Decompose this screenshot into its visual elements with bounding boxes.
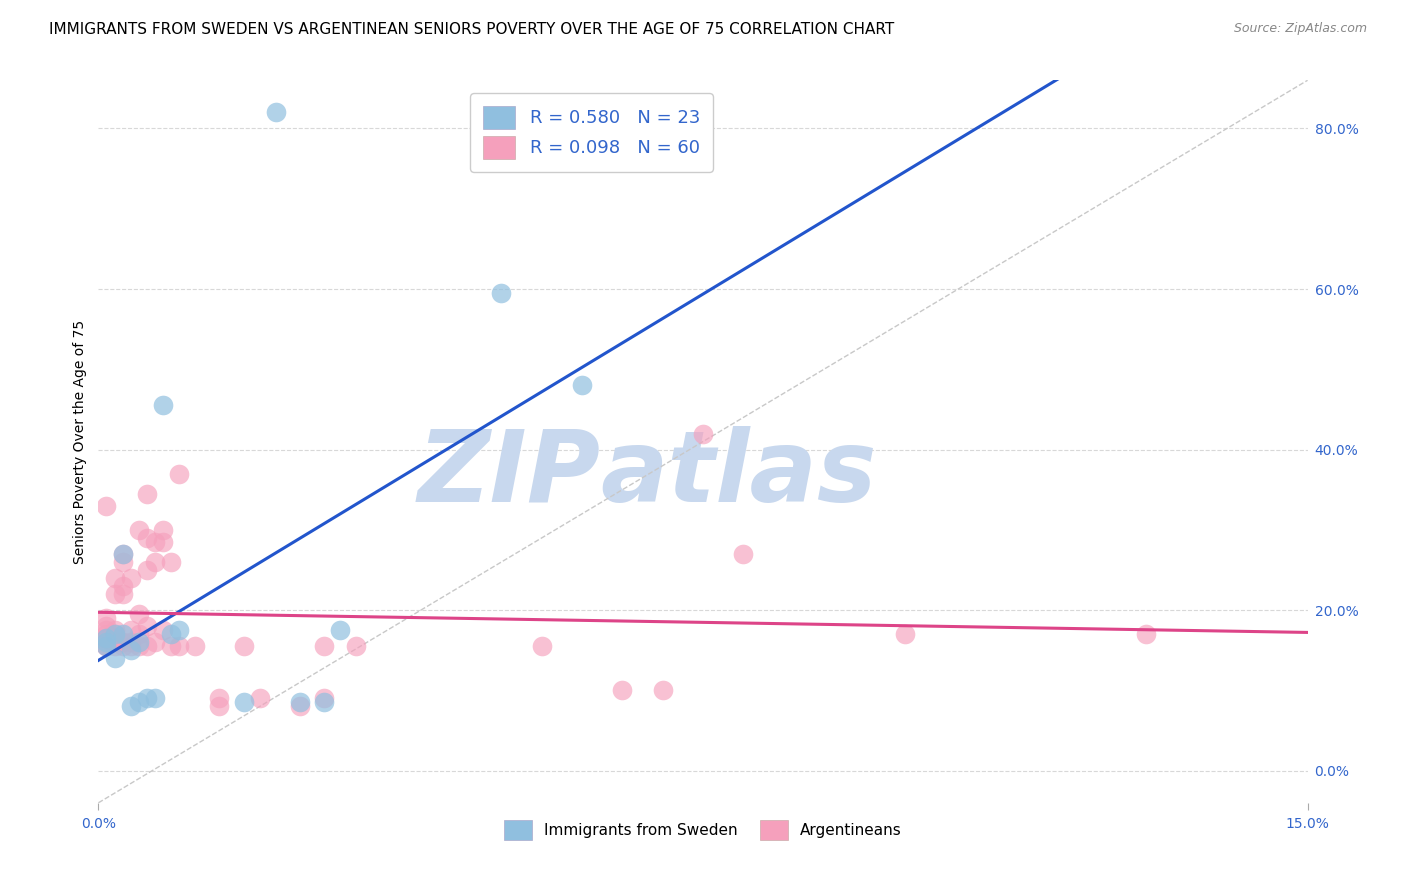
Point: [264, 105, 287, 120]
Point: [143, 555, 166, 569]
Point: [96, 499, 118, 513]
Point: [491, 285, 513, 300]
Point: [135, 619, 157, 633]
Point: [152, 623, 174, 637]
Point: [96, 635, 118, 649]
Y-axis label: Seniors Poverty Over the Age of 75: Seniors Poverty Over the Age of 75: [73, 319, 87, 564]
Point: [128, 696, 150, 710]
Text: IMMIGRANTS FROM SWEDEN VS ARGENTINEAN SENIORS POVERTY OVER THE AGE OF 75 CORRELA: IMMIGRANTS FROM SWEDEN VS ARGENTINEAN SE…: [49, 22, 894, 37]
Point: [167, 467, 190, 481]
Point: [167, 623, 190, 637]
Point: [128, 635, 150, 649]
Point: [103, 587, 125, 601]
Point: [152, 398, 174, 412]
Point: [103, 623, 125, 637]
Point: [96, 639, 118, 653]
Point: [143, 635, 166, 649]
Point: [96, 639, 118, 653]
Point: [893, 627, 915, 641]
Point: [232, 696, 254, 710]
Point: [344, 639, 367, 653]
Point: [111, 579, 134, 593]
Point: [96, 611, 118, 625]
Point: [530, 639, 553, 653]
Point: [120, 635, 142, 649]
Point: [143, 534, 166, 549]
Point: [103, 627, 125, 641]
Point: [692, 426, 714, 441]
Point: [733, 547, 755, 561]
Point: [651, 683, 673, 698]
Point: [152, 523, 174, 537]
Point: [128, 627, 150, 641]
Point: [120, 623, 142, 637]
Point: [135, 531, 157, 545]
Point: [111, 555, 134, 569]
Point: [571, 378, 593, 392]
Text: atlas: atlas: [600, 425, 877, 523]
Point: [152, 534, 174, 549]
Point: [135, 563, 157, 577]
Point: [128, 523, 150, 537]
Point: [103, 639, 125, 653]
Point: [314, 696, 336, 710]
Point: [103, 627, 125, 641]
Point: [111, 639, 134, 653]
Point: [135, 487, 157, 501]
Point: [208, 699, 231, 714]
Point: [160, 627, 183, 641]
Point: [96, 627, 118, 641]
Point: [120, 643, 142, 657]
Point: [314, 691, 336, 706]
Point: [96, 632, 118, 646]
Point: [96, 632, 118, 646]
Text: Source: ZipAtlas.com: Source: ZipAtlas.com: [1233, 22, 1367, 36]
Point: [96, 619, 118, 633]
Point: [96, 623, 118, 637]
Point: [111, 547, 134, 561]
Point: [120, 639, 142, 653]
Point: [249, 691, 271, 706]
Point: [128, 639, 150, 653]
Point: [111, 635, 134, 649]
Point: [329, 623, 352, 637]
Point: [103, 571, 125, 585]
Point: [96, 632, 118, 646]
Point: [167, 639, 190, 653]
Point: [160, 639, 183, 653]
Point: [96, 639, 118, 653]
Point: [232, 639, 254, 653]
Point: [120, 699, 142, 714]
Point: [208, 691, 231, 706]
Point: [111, 547, 134, 561]
Legend: Immigrants from Sweden, Argentineans: Immigrants from Sweden, Argentineans: [498, 814, 908, 846]
Point: [135, 639, 157, 653]
Point: [314, 639, 336, 653]
Point: [1135, 627, 1157, 641]
Point: [288, 696, 311, 710]
Point: [111, 627, 134, 641]
Point: [111, 587, 134, 601]
Point: [103, 632, 125, 646]
Point: [128, 607, 150, 621]
Point: [160, 555, 183, 569]
Text: ZIP: ZIP: [418, 425, 600, 523]
Point: [120, 571, 142, 585]
Point: [143, 691, 166, 706]
Point: [135, 691, 157, 706]
Point: [288, 699, 311, 714]
Point: [103, 651, 125, 665]
Point: [103, 635, 125, 649]
Point: [612, 683, 634, 698]
Point: [184, 639, 207, 653]
